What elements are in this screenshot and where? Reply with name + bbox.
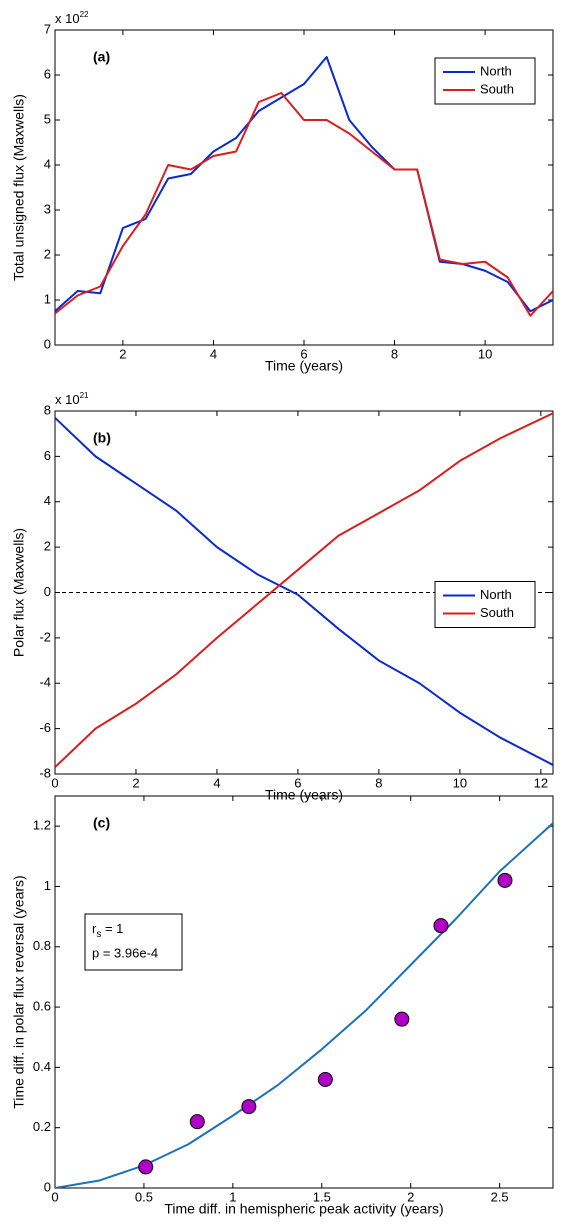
scatter-point	[138, 1159, 154, 1175]
scatter-point	[497, 872, 513, 888]
x-tick-label: 0	[51, 775, 58, 790]
legend-box	[434, 57, 536, 105]
annotation-p: p = 3.96e-4	[92, 945, 158, 960]
y-tick-label: 8	[44, 402, 51, 417]
y-tick-label: 6	[44, 66, 51, 81]
x-tick-label: 1.5	[313, 1189, 331, 1204]
x-tick-label: 8	[391, 346, 398, 361]
panel-label: (b)	[93, 430, 111, 446]
annotation-box	[84, 913, 183, 971]
y-axis-label: Total unsigned flux (Maxwells)	[11, 94, 27, 281]
y-tick-label: 3	[44, 201, 51, 216]
x-tick-label: 0	[51, 1189, 58, 1204]
legend-label: South	[480, 605, 514, 620]
y-tick-label: -2	[39, 629, 51, 644]
x-tick-label: 8	[375, 775, 382, 790]
y-tick-label: 4	[44, 156, 51, 171]
fit-line	[55, 822, 553, 1188]
y-tick-label: 5	[44, 111, 51, 126]
y-tick-label: 2	[44, 539, 51, 554]
legend-box	[434, 581, 536, 628]
scatter-point	[317, 1071, 333, 1087]
y-tick-label: 0.2	[33, 1119, 51, 1134]
x-tick-label: 2	[132, 775, 139, 790]
y-tick-label: 0.4	[33, 1059, 51, 1074]
series-line	[55, 412, 553, 768]
y-axis-label: Time diff. in polar flux reversal (years…	[11, 875, 27, 1108]
x-tick-label: 0.5	[135, 1189, 153, 1204]
y-tick-label: 0	[44, 1179, 51, 1194]
y-tick-label: -8	[39, 765, 51, 780]
x-tick-label: 2.5	[491, 1189, 509, 1204]
x-tick-label: 4	[210, 346, 217, 361]
x-tick-label: 6	[294, 775, 301, 790]
y-tick-label: 1	[44, 878, 51, 893]
y-tick-label: 0.6	[33, 999, 51, 1014]
x-tick-label: 6	[300, 346, 307, 361]
x-tick-label: 1	[229, 1189, 236, 1204]
y-tick-label: 4	[44, 493, 51, 508]
axis-multiplier: x 1022	[55, 10, 89, 26]
exponent: 21	[80, 391, 89, 400]
y-axis-label: Polar flux (Maxwells)	[11, 528, 27, 657]
x-tick-label: 2	[119, 346, 126, 361]
panel-label: (c)	[93, 815, 110, 831]
y-tick-label: -6	[39, 720, 51, 735]
series-line	[55, 417, 553, 766]
x-axis-label: Time diff. in hemispheric peak activity …	[164, 1201, 443, 1217]
plot-frame	[54, 795, 554, 1189]
y-tick-label: 1	[44, 291, 51, 306]
scatter-point	[189, 1114, 205, 1130]
series-line	[55, 92, 553, 317]
plot-area	[55, 56, 553, 317]
x-tick-label: 10	[478, 346, 492, 361]
x-tick-label: 12	[534, 775, 548, 790]
y-tick-label: 6	[44, 448, 51, 463]
multiplier: x 10	[55, 392, 80, 407]
x-axis-label: Time (years)	[265, 358, 343, 374]
y-tick-label: 0.8	[33, 938, 51, 953]
legend-label: South	[480, 81, 514, 96]
annotation-r: rs = 1	[92, 921, 123, 939]
legend-label: North	[480, 63, 512, 78]
y-tick-label: 0	[44, 584, 51, 599]
y-tick-label: 0	[44, 336, 51, 351]
axis-multiplier: x 1021	[55, 391, 89, 407]
panel-label: (a)	[93, 49, 110, 65]
y-tick-label: 1.2	[33, 818, 51, 833]
stat-subscript: s	[96, 929, 101, 940]
x-tick-label: 4	[213, 775, 220, 790]
multiplier: x 10	[55, 11, 80, 26]
plot-area	[55, 822, 553, 1188]
y-tick-label: 7	[44, 21, 51, 36]
exponent: 22	[80, 10, 89, 19]
stat-symbol: r	[92, 921, 97, 936]
scatter-point	[394, 1011, 410, 1027]
legend-label: North	[480, 587, 512, 602]
x-tick-label: 2	[407, 1189, 414, 1204]
scatter-point	[433, 918, 449, 934]
x-axis-label: Time (years)	[265, 787, 343, 803]
series-line	[55, 56, 553, 313]
scatter-point	[241, 1099, 257, 1115]
stat-value: = 1	[101, 921, 123, 936]
y-tick-label: 2	[44, 246, 51, 261]
x-tick-label: 10	[453, 775, 467, 790]
y-tick-label: -4	[39, 675, 51, 690]
